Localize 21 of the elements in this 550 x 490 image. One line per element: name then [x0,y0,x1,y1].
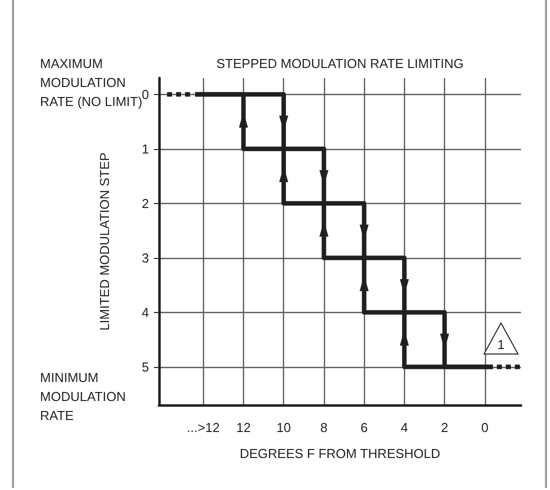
y-tick-label: 2 [142,196,149,211]
x-tick-label: 8 [320,420,328,435]
y-tick-label: 0 [142,86,149,102]
y-tick-label: 5 [142,359,149,374]
x-tick-label: ...>12 [186,420,220,435]
x-tick-label: 2 [440,420,448,435]
x-tick-label: 0 [481,420,488,435]
y-tick-label: 4 [142,304,149,320]
text: MINIMUM MODULATION RATE [40,369,126,425]
x-tick-label: 4 [400,420,408,435]
x-axis-title: DEGREES F FROM THRESHOLD [240,446,440,461]
annotation: 1 [497,337,505,352]
y-axis-title: LIMITED MODULATION STEP [97,152,112,331]
chart-title: STEPPED MODULATION RATE LIMITING [216,56,464,71]
y-tick-label: 1 [142,141,149,156]
x-tick-label: 6 [360,420,368,435]
x-tick-label: 10 [276,420,291,435]
x-tick-label: 12 [236,420,251,435]
y-tick-label: 3 [142,250,149,266]
triangle-icon: 1 [483,322,519,354]
text: MAXIMUM MODULATION RATE (NO LIMIT) [40,55,142,111]
